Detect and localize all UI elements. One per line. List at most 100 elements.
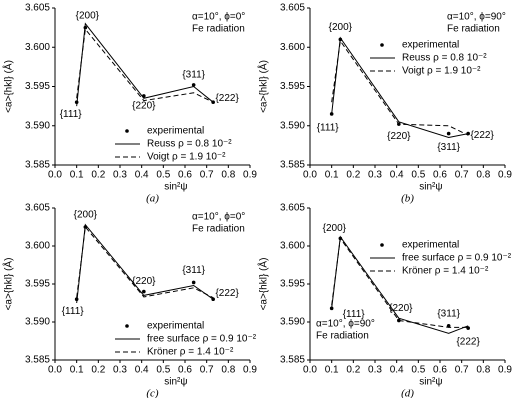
- legend-label: Kröner ρ = 1.4 10⁻²: [402, 266, 489, 277]
- x-tick-label: 0.5: [156, 170, 170, 181]
- x-tick-label: 0.3: [368, 365, 382, 376]
- caption: (c): [146, 388, 159, 398]
- legend-marker: [380, 43, 384, 47]
- legend-label: experimental: [147, 126, 204, 137]
- point-label: {222}: [215, 288, 239, 299]
- x-tick-label: 0.0: [303, 170, 317, 181]
- x-tick-label: 0.0: [48, 170, 62, 181]
- x-tick-label: 0.2: [91, 365, 105, 376]
- x-tick-label: 0.3: [113, 170, 127, 181]
- legend-label: experimental: [147, 321, 204, 332]
- caption: (a): [146, 193, 159, 205]
- y-tick-label: 3.600: [280, 42, 305, 53]
- x-axis-label: sin²ψ: [164, 182, 187, 193]
- x-tick-label: 0.6: [178, 170, 192, 181]
- x-tick-label: 0.4: [135, 365, 149, 376]
- point-label: {200}: [76, 10, 100, 21]
- series-line: [76, 22, 214, 107]
- x-tick-label: 0.2: [91, 170, 105, 181]
- y-tick-label: 3.600: [280, 241, 305, 252]
- legend-marker: [125, 324, 129, 328]
- x-tick-label: 0.6: [433, 170, 447, 181]
- y-tick-label: 3.590: [280, 120, 305, 131]
- x-axis-label: sin²ψ: [419, 377, 442, 388]
- y-tick-label: 3.605: [280, 3, 305, 14]
- data-point: [142, 289, 146, 294]
- x-tick-label: 0.0: [48, 365, 62, 376]
- legend-label: Reuss ρ = 0.8 10⁻²: [147, 139, 232, 150]
- caption: (b): [401, 193, 414, 205]
- x-tick-label: 0.3: [113, 365, 127, 376]
- point-label: {220}: [387, 131, 411, 142]
- y-tick-label: 3.595: [25, 81, 50, 92]
- series-line: [331, 36, 469, 139]
- annotation: α=10°, ϕ=90°: [316, 319, 375, 330]
- point-label: {111}: [317, 123, 340, 134]
- legend-label: free surface ρ = 0.9 10⁻²: [147, 334, 257, 345]
- x-tick-label: 0.4: [390, 170, 404, 181]
- x-tick-label: 0.9: [243, 365, 257, 376]
- y-axis-label: <a>{hkl} (Å): [2, 258, 15, 311]
- annotation: Fe radiation: [192, 24, 245, 35]
- point-label: {220}: [132, 101, 156, 112]
- y-tick-label: 3.605: [25, 203, 50, 214]
- y-axis-label: <a>{hkl} (Å): [257, 258, 270, 311]
- y-tick-label: 3.585: [25, 160, 50, 171]
- annotation: Fe radiation: [192, 224, 245, 235]
- legend-label: experimental: [402, 40, 459, 51]
- legend-label: experimental: [402, 240, 459, 251]
- x-tick-label: 0.8: [221, 170, 235, 181]
- y-tick-label: 3.595: [25, 279, 50, 290]
- x-tick-label: 0.8: [476, 170, 490, 181]
- legend-label: Voigt ρ = 1.9 10⁻²: [402, 66, 481, 77]
- x-axis-label: sin²ψ: [419, 182, 442, 193]
- legend-label: Reuss ρ = 0.8 10⁻²: [402, 53, 487, 64]
- y-tick-label: 3.595: [280, 81, 305, 92]
- legend-label: Voigt ρ = 1.9 10⁻²: [147, 152, 226, 163]
- annotation: α=10°, ϕ=0°: [192, 12, 245, 23]
- x-tick-label: 0.2: [346, 170, 360, 181]
- point-label: {111}: [60, 109, 83, 120]
- x-tick-label: 0.7: [200, 170, 214, 181]
- point-label: {200}: [329, 22, 353, 33]
- x-tick-label: 0.7: [200, 365, 214, 376]
- y-tick-label: 3.585: [25, 355, 50, 366]
- y-tick-label: 3.585: [280, 355, 305, 366]
- x-tick-label: 0.1: [325, 170, 339, 181]
- series-line: [76, 225, 214, 299]
- y-tick-label: 3.605: [25, 3, 50, 14]
- x-tick-label: 0.9: [498, 170, 512, 181]
- y-tick-label: 3.600: [25, 42, 50, 53]
- x-tick-label: 0.8: [221, 365, 235, 376]
- y-tick-label: 3.600: [25, 241, 50, 252]
- point-label: {200}: [74, 210, 98, 221]
- data-point: [191, 83, 196, 87]
- point-label: {222}: [215, 93, 239, 104]
- point-label: {220}: [389, 303, 413, 314]
- point-label: {200}: [323, 223, 347, 234]
- point-label: {311}: [182, 265, 205, 276]
- y-axis-label: <a>{hkl} (Å): [2, 60, 15, 113]
- x-tick-label: 0.5: [156, 365, 170, 376]
- y-axis-label: <a>{hkl} (Å): [257, 60, 270, 113]
- x-tick-label: 0.3: [368, 170, 382, 181]
- series-line: [331, 39, 469, 136]
- legend-label: Kröner ρ = 1.4 10⁻²: [147, 347, 234, 358]
- x-tick-label: 0.1: [325, 365, 339, 376]
- annotation: α=10°, ϕ=0°: [192, 212, 245, 223]
- point-label: {222}: [470, 130, 494, 141]
- point-label: {311}: [437, 142, 460, 153]
- point-label: {222}: [456, 337, 480, 348]
- y-tick-label: 3.605: [280, 203, 305, 214]
- x-tick-label: 0.0: [303, 365, 317, 376]
- x-tick-label: 0.7: [455, 170, 469, 181]
- y-tick-label: 3.585: [280, 160, 305, 171]
- x-tick-label: 0.9: [498, 365, 512, 376]
- series-line: [76, 27, 214, 103]
- x-tick-label: 0.6: [178, 365, 192, 376]
- data-point: [466, 326, 470, 330]
- point-label: {220}: [132, 276, 156, 287]
- x-tick-label: 0.5: [411, 365, 425, 376]
- legend-marker: [125, 129, 129, 133]
- x-tick-label: 0.4: [390, 365, 404, 376]
